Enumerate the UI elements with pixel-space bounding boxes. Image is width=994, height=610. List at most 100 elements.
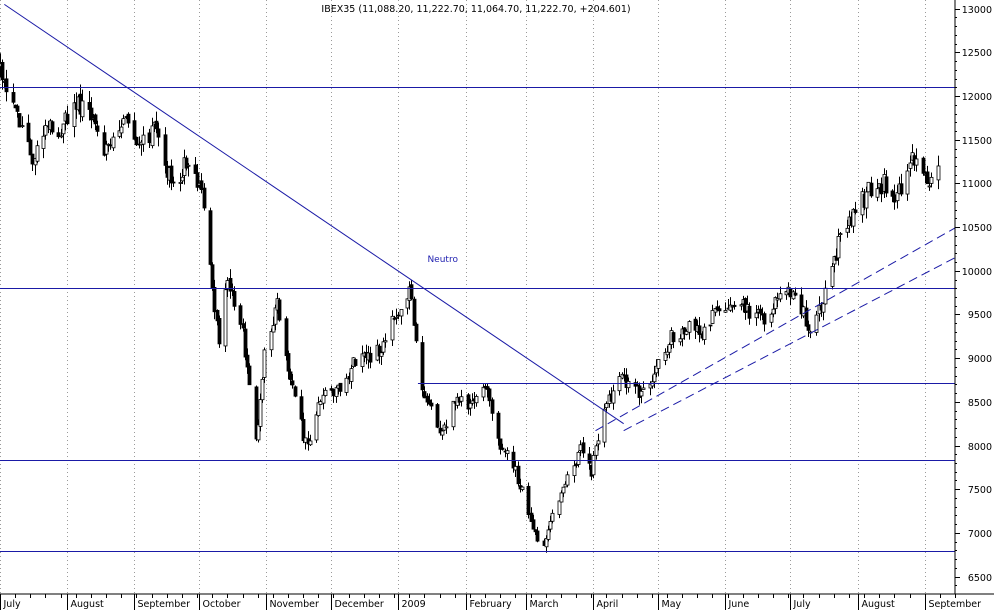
candle-body [546,529,551,540]
candle-body [0,61,5,81]
candle-body [28,139,33,156]
candle-body [260,378,265,401]
candle-body [269,331,274,351]
candle-body [193,164,198,174]
candle-body [184,157,189,169]
candle-body [254,386,259,440]
candle-body [444,426,449,429]
candle-body [195,172,200,188]
candle-body [578,444,583,451]
candle-body [535,530,540,542]
candle-body [576,451,581,465]
candle-body [793,292,798,296]
candle-body [414,323,419,342]
candle-body [697,325,702,335]
x-tick-label: February [470,599,512,610]
y-tick-label: 12000 [962,92,992,103]
candle-body [41,135,46,149]
candle-body [884,176,889,194]
y-tick-label: 9000 [968,354,992,365]
x-tick-label: December [335,599,384,610]
candle-body [656,359,661,369]
candle-body [513,466,518,471]
x-tick-label: May [662,599,682,610]
candle-body [526,485,531,516]
y-tick-label: 10500 [962,223,992,234]
candle-body [290,380,295,386]
candle-body [15,105,20,112]
candle-body [544,538,549,548]
candle-body [929,176,934,184]
x-tick-label: April [597,599,619,610]
candle-body [93,114,98,125]
x-tick-label: September [138,599,191,610]
candle-body [303,437,308,443]
candle-body [344,377,349,393]
candle-body [381,341,386,353]
candle-body [604,403,609,409]
candle-body [684,331,689,335]
candle-body [754,312,759,319]
x-tick-label: March [530,599,559,610]
candle-body [804,307,809,327]
candle-body [334,387,339,397]
candle-body [299,396,304,420]
candle-body [908,162,913,169]
candle-body [245,354,250,368]
candle-body [671,332,676,343]
candle-body [241,323,246,329]
candle-body [186,164,191,167]
candle-body [394,316,399,319]
candle-body [925,171,930,185]
candle-body [505,450,510,454]
candle-body [869,182,874,197]
candle-body [228,278,233,292]
candle-body [163,134,168,166]
candle-body [481,386,486,398]
candle-body [80,100,85,118]
candle-body [301,418,306,442]
candle-body [349,368,354,382]
candle-body [20,125,25,128]
candle-body [596,440,601,445]
candle-body [286,353,291,372]
candle-body [778,293,783,300]
candle-body [717,308,722,312]
candle-body [702,326,707,340]
candle-body [747,305,752,319]
candle-body [451,400,456,428]
y-tick-label: 12500 [962,48,992,59]
candle-body [104,143,109,155]
candle-body [111,136,116,149]
candle-body [230,289,235,292]
dashed-channel-line [623,257,956,432]
candle-body [879,183,884,195]
candle-body [708,324,713,327]
candle-body [490,399,495,414]
candle-body [119,126,124,134]
candlestick-series [0,53,941,553]
candle-body [769,313,774,323]
candle-body [899,183,904,195]
x-tick-label: June [728,599,750,610]
candle-body [232,291,237,307]
candle-body [4,78,9,93]
candle-body [496,412,501,439]
x-tick-label: August [71,599,105,610]
annotation-neutro: Neutro [427,255,458,265]
candle-body [132,120,137,140]
candle-body [823,287,828,305]
candle-body [17,113,22,128]
candle-body [217,318,222,345]
candle-body [390,315,395,341]
candle-body [150,125,155,147]
x-tick-label: July [3,599,21,610]
candle-body [559,492,564,503]
candle-body [429,402,434,407]
candle-body [178,182,183,184]
x-tick-label: July [793,599,811,610]
candle-body [256,424,261,441]
candle-body [43,125,48,136]
